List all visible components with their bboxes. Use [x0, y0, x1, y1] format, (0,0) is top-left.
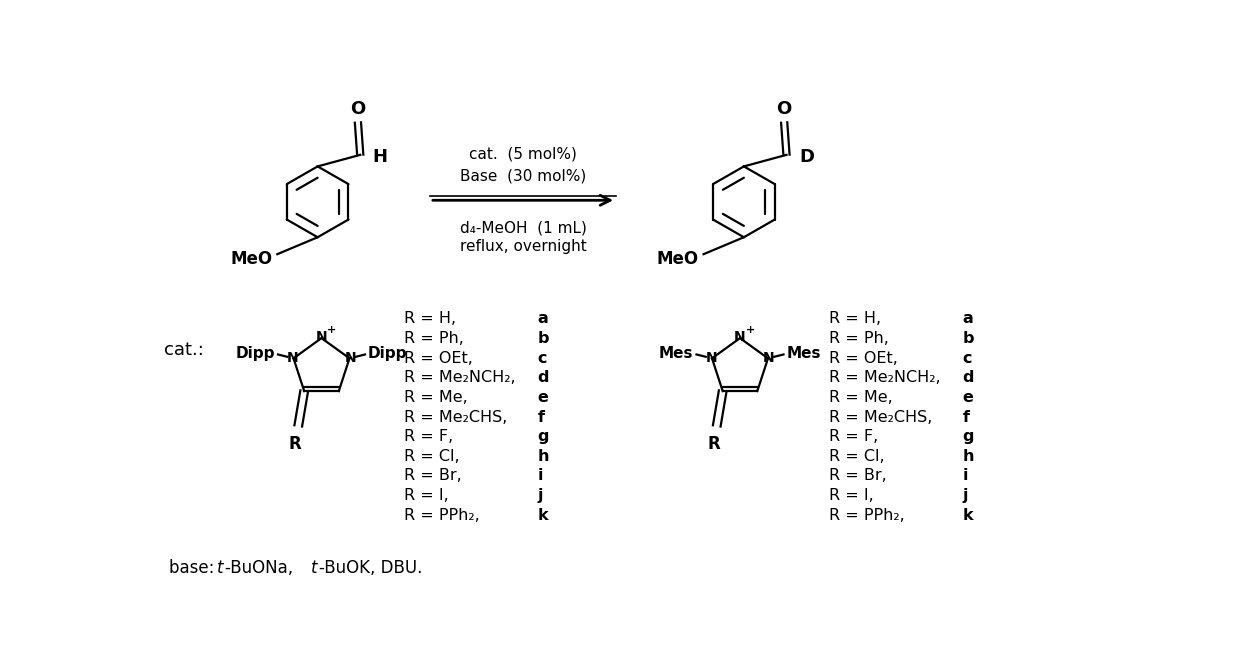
- Text: j: j: [538, 488, 543, 503]
- Text: i: i: [963, 468, 968, 484]
- Text: N: N: [735, 331, 746, 344]
- Text: t: t: [217, 558, 223, 576]
- Text: N: N: [344, 351, 356, 365]
- Text: R = F,: R = F,: [829, 429, 883, 444]
- Text: R = Me₂NCH₂,: R = Me₂NCH₂,: [829, 370, 945, 385]
- Text: k: k: [963, 508, 973, 522]
- Text: f: f: [538, 409, 545, 425]
- Text: Mes: Mes: [787, 346, 821, 361]
- Text: f: f: [963, 409, 969, 425]
- Text: R = PPh₂,: R = PPh₂,: [404, 508, 486, 522]
- Text: d: d: [963, 370, 974, 385]
- Text: R = Br,: R = Br,: [829, 468, 892, 484]
- Text: R = Cl,: R = Cl,: [829, 449, 890, 464]
- Text: R = Ph,: R = Ph,: [404, 331, 470, 346]
- Text: MeO: MeO: [230, 250, 273, 268]
- Text: O: O: [351, 100, 366, 118]
- Text: g: g: [963, 429, 974, 444]
- Text: g: g: [538, 429, 549, 444]
- Text: Dipp: Dipp: [368, 346, 408, 361]
- Text: reflux, overnight: reflux, overnight: [460, 238, 586, 254]
- Text: N: N: [705, 351, 717, 365]
- Text: i: i: [538, 468, 543, 484]
- Text: a: a: [538, 311, 549, 327]
- Text: R = OEt,: R = OEt,: [404, 351, 478, 365]
- Text: R: R: [289, 435, 301, 453]
- Text: R = F,: R = F,: [404, 429, 458, 444]
- Text: e: e: [538, 390, 549, 405]
- Text: R = Me₂NCH₂,: R = Me₂NCH₂,: [404, 370, 522, 385]
- Text: R = Me,: R = Me,: [829, 390, 898, 405]
- Text: base:: base:: [169, 558, 219, 576]
- Text: h: h: [538, 449, 549, 464]
- Text: +: +: [746, 325, 755, 335]
- Text: d₄-MeOH  (1 mL): d₄-MeOH (1 mL): [460, 220, 586, 235]
- Text: Dipp: Dipp: [235, 346, 275, 361]
- Text: N: N: [763, 351, 774, 365]
- Text: R = Cl,: R = Cl,: [404, 449, 465, 464]
- Text: R = Me₂CHS,: R = Me₂CHS,: [404, 409, 513, 425]
- Text: h: h: [963, 449, 974, 464]
- Text: R = I,: R = I,: [829, 488, 878, 503]
- Text: Base  (30 mol%): Base (30 mol%): [460, 168, 586, 183]
- Text: H: H: [373, 148, 388, 166]
- Text: cat.  (5 mol%): cat. (5 mol%): [470, 147, 577, 162]
- Text: N: N: [316, 331, 327, 344]
- Text: +: +: [327, 325, 336, 335]
- Text: -BuOK, DBU.: -BuOK, DBU.: [320, 558, 422, 576]
- Text: R: R: [707, 435, 720, 453]
- Text: b: b: [963, 331, 974, 346]
- Text: a: a: [963, 311, 973, 327]
- Text: -BuONa,: -BuONa,: [225, 558, 299, 576]
- Text: t: t: [311, 558, 317, 576]
- Text: c: c: [538, 351, 548, 365]
- Text: e: e: [963, 390, 974, 405]
- Text: R = Ph,: R = Ph,: [829, 331, 895, 346]
- Text: R = Me₂CHS,: R = Me₂CHS,: [829, 409, 938, 425]
- Text: d: d: [538, 370, 549, 385]
- Text: k: k: [538, 508, 549, 522]
- Text: cat.:: cat.:: [165, 341, 204, 359]
- Text: R = Me,: R = Me,: [404, 390, 473, 405]
- Text: R = Br,: R = Br,: [404, 468, 467, 484]
- Text: c: c: [963, 351, 971, 365]
- Text: R = I,: R = I,: [404, 488, 455, 503]
- Text: b: b: [538, 331, 549, 346]
- Text: R = PPh₂,: R = PPh₂,: [829, 508, 909, 522]
- Text: R = H,: R = H,: [829, 311, 886, 327]
- Text: MeO: MeO: [657, 250, 699, 268]
- Text: R = H,: R = H,: [404, 311, 462, 327]
- Text: D: D: [799, 148, 814, 166]
- Text: Mes: Mes: [659, 346, 694, 361]
- Text: O: O: [777, 100, 792, 118]
- Text: R = OEt,: R = OEt,: [829, 351, 903, 365]
- Text: N: N: [287, 351, 299, 365]
- Text: j: j: [963, 488, 968, 503]
